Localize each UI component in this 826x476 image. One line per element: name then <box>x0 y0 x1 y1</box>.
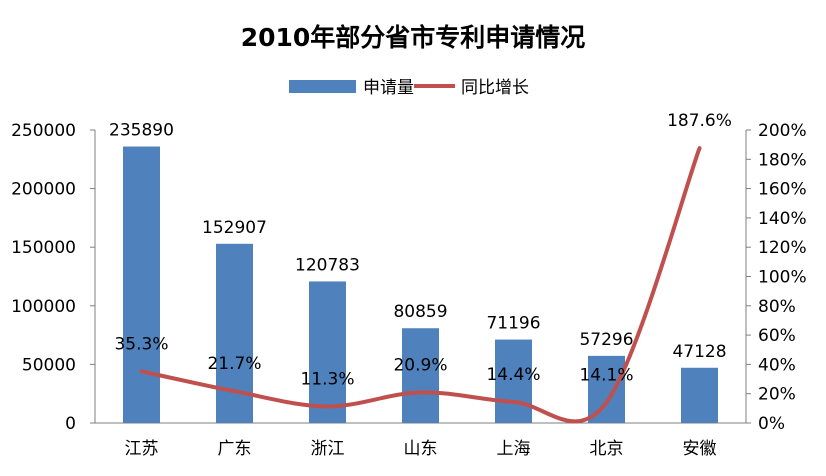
right-tick-label: 200% <box>758 121 807 141</box>
legend-line-label: 同比增长 <box>461 78 529 98</box>
right-tick-label: 40% <box>758 355 796 375</box>
category-label: 安徽 <box>683 439 717 459</box>
bar-广东 <box>216 243 253 423</box>
bar-value-label: 80859 <box>393 302 447 322</box>
right-tick-label: 20% <box>758 385 796 405</box>
bar-浙江 <box>309 281 346 423</box>
left-tick-label: 50000 <box>22 355 76 375</box>
bar-江苏 <box>123 146 160 423</box>
left-tick-label: 0 <box>65 414 76 434</box>
bar-series <box>123 146 718 423</box>
growth-value-label: 20.9% <box>393 355 447 375</box>
bar-value-label: 71196 <box>486 314 540 334</box>
legend-bar-label: 申请量 <box>363 78 414 98</box>
growth-value-label: 11.3% <box>300 369 354 389</box>
bar-value-label: 120783 <box>295 255 360 275</box>
category-label: 山东 <box>404 439 438 459</box>
right-tick-label: 160% <box>758 180 807 200</box>
bar-value-label: 57296 <box>579 330 633 350</box>
bar-北京 <box>588 355 625 423</box>
bar-value-label: 235890 <box>109 121 174 141</box>
category-label: 上海 <box>497 439 531 459</box>
category-labels: 江苏 广东 浙江 山东 上海 北京 安徽 <box>125 439 717 459</box>
growth-value-label: 14.1% <box>579 365 633 385</box>
legend-bar-swatch <box>289 80 356 93</box>
right-tick-label: 80% <box>758 297 796 317</box>
category-label: 江苏 <box>125 439 159 459</box>
left-tick-label: 200000 <box>11 180 76 200</box>
left-tick-label: 250000 <box>11 121 76 141</box>
growth-line <box>139 146 702 424</box>
right-tick-label: 100% <box>758 268 807 288</box>
left-axis-ticks: 0 50000 100000 150000 200000 250000 <box>11 121 95 434</box>
right-tick-label: 180% <box>758 150 807 170</box>
right-tick-label: 140% <box>758 209 807 229</box>
category-label: 广东 <box>218 439 252 459</box>
bar-上海 <box>495 339 532 423</box>
line-series <box>139 146 702 424</box>
growth-value-label: 21.7% <box>207 354 261 374</box>
bar-value-label: 47128 <box>672 342 726 362</box>
right-tick-label: 120% <box>758 238 807 258</box>
legend: 申请量 同比增长 <box>289 78 529 98</box>
bar-安徽 <box>681 367 718 423</box>
right-tick-label: 0% <box>758 414 785 434</box>
bar-value-label: 152907 <box>202 218 267 238</box>
chart-title: 2010年部分省市专利申请情况 <box>241 23 586 52</box>
right-axis-ticks: 0% 20% 40% 60% 80% 100% 120% 140% 160% 180% 200% <box>746 121 807 434</box>
left-tick-label: 150000 <box>11 238 76 258</box>
left-tick-label: 100000 <box>11 297 76 317</box>
growth-value-label: 187.6% <box>667 111 732 131</box>
growth-value-label: 14.4% <box>486 365 540 385</box>
growth-value-label: 35.3% <box>114 334 168 354</box>
bar-山东 <box>402 328 439 423</box>
category-label: 北京 <box>590 439 624 459</box>
right-tick-label: 60% <box>758 326 796 346</box>
category-label: 浙江 <box>311 439 345 459</box>
data-labels: 235890 152907 120783 80859 71196 57296 47128 35… <box>109 111 732 389</box>
